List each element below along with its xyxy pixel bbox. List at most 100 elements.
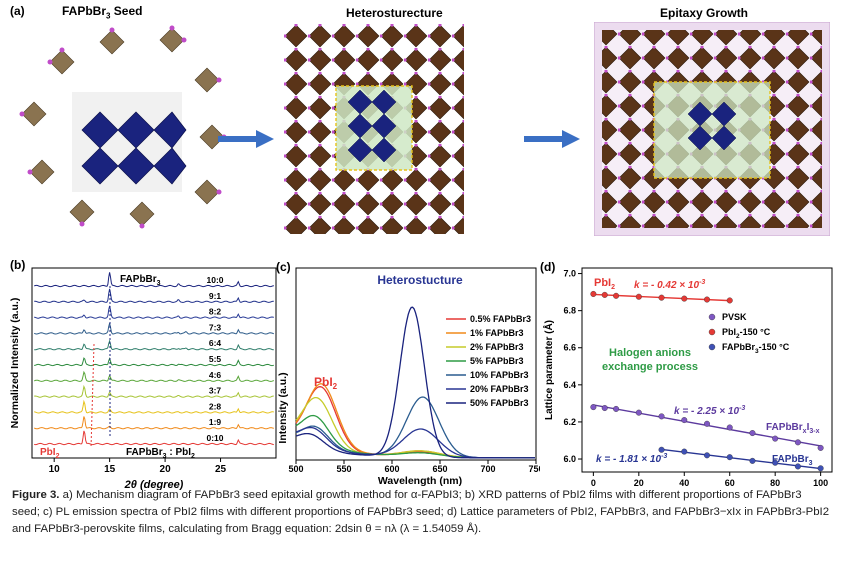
- lattice-x-tick-label: 20: [634, 478, 644, 488]
- lattice-point: [817, 465, 824, 472]
- seed-title-sub: 3: [106, 11, 111, 21]
- xrd-curve: [34, 272, 274, 288]
- xrd-ratio-label: 10:0: [206, 275, 223, 285]
- xrd-ratio-label: 7:3: [209, 322, 222, 332]
- seed-title-tail: Seed: [110, 4, 143, 18]
- lattice-point: [772, 435, 779, 442]
- pl-tick-label: 600: [384, 464, 399, 474]
- xrd-curve: [34, 357, 274, 367]
- pl-tick-label: 500: [288, 464, 303, 474]
- xrd-ratio-labels: 10:0 9:1 8:2 7:3 6:4 5:5 4:6 3:7 2:8 1:9 0:10: [206, 275, 223, 443]
- lattice-point: [681, 295, 688, 302]
- lattice-point: [613, 405, 620, 412]
- lattice-point: [681, 417, 688, 424]
- lattice-point: [613, 292, 620, 299]
- lattice-legend-label: FAPbBr3-150 °C: [722, 342, 790, 355]
- lattice-y-tick-label: 6.8: [563, 306, 576, 316]
- pl-legend-label: 1% FAPbBr3: [470, 328, 524, 338]
- lattice-fit-line: [661, 448, 821, 470]
- central-seed-cluster: [72, 92, 187, 192]
- lattice-ylabel: Lattice parameter (Å): [542, 320, 555, 420]
- panel-a-label: (a): [10, 4, 25, 18]
- arrow-right-icon: [218, 130, 274, 148]
- pl-legend-label: 2% FAPbBr3: [470, 342, 524, 352]
- lattice-pbi2-label: PbI2: [594, 277, 615, 291]
- pl-curve: [295, 306, 535, 459]
- xrd-tick-label: 20: [160, 464, 172, 475]
- pl-xlabel: Wavelength (nm): [378, 475, 462, 487]
- lattice-legend-label: PbI2-150 °C: [722, 327, 771, 340]
- lattice-x-tick-label: 80: [770, 478, 780, 488]
- lattice-point: [817, 444, 824, 451]
- xrd-chart: Normalized Intensity (a.u.) 2θ (degree) …: [9, 267, 277, 490]
- xrd-x-ticks: 10 15 20 25: [49, 458, 227, 475]
- heterostructure-illustration: [284, 24, 464, 234]
- xrd-curve: [34, 323, 275, 335]
- lattice-point: [658, 413, 665, 420]
- lattice-k2: k = - 2.25 × 10-3: [674, 405, 745, 417]
- lattice-y-tick-label: 6.2: [563, 417, 576, 427]
- xrd-ratio-label: 0:10: [206, 433, 223, 443]
- lattice-y-tick-label: 6.6: [563, 343, 576, 353]
- pl-tick-label: 550: [336, 464, 351, 474]
- pl-pbi2-label: PbI2: [314, 375, 338, 391]
- xrd-xlabel: 2θ (degree): [124, 479, 184, 490]
- lattice-point: [703, 296, 710, 303]
- figure-caption: Figure 3. a) Mechanism diagram of FAPbBr…: [12, 487, 832, 538]
- lattice-legend: PVSK PbI2-150 °C FAPbBr3-150 °C: [708, 312, 790, 355]
- lattice-point: [703, 452, 710, 459]
- lattice-x-tick-label: 0: [591, 478, 596, 488]
- seed-title: FAPbBr3 Seed: [62, 4, 142, 20]
- xrd-curve: [33, 370, 275, 382]
- lattice-br-label: FAPbBr3: [772, 454, 813, 467]
- xrd-curve: [34, 430, 274, 446]
- pl-tick-label: 750: [528, 464, 540, 474]
- xrd-curves: [33, 272, 275, 446]
- pl-legend-label: 50% FAPbBr3: [470, 398, 529, 408]
- pl-chart: Heterostucture Intensity (a.u.) Waveleng…: [277, 267, 540, 487]
- pl-legend-label: 20% FAPbBr3: [470, 384, 529, 394]
- lattice-point: [601, 291, 608, 298]
- xrd-ratio-label: 6:4: [209, 338, 222, 348]
- lattice-legend-marker: [708, 343, 716, 351]
- lattice-x-tick-label: 60: [725, 478, 735, 488]
- lattice-y-tick-label: 7.0: [563, 269, 576, 279]
- pl-curves: [295, 306, 535, 459]
- xrd-curve: [34, 288, 274, 303]
- pl-legend-label: 10% FAPbBr3: [470, 370, 529, 380]
- lattice-y-tick-label: 6.4: [563, 380, 576, 390]
- panel-b-label: (b): [10, 258, 26, 272]
- lattice-chart: Lattice parameter (Å) Ratio of FAPbBr3 (…: [542, 267, 833, 488]
- lattice-point: [635, 409, 642, 416]
- lattice-y-tick-label: 6.0: [563, 454, 576, 464]
- xrd-ylabel: Normalized Intensity (a.u.): [9, 298, 21, 429]
- lattice-point: [794, 463, 801, 470]
- pl-legend-label: 0.5% FAPbBr3: [470, 314, 531, 324]
- iodide-atoms: [19, 25, 227, 229]
- lattice-point: [772, 459, 779, 466]
- lattice-point: [794, 439, 801, 446]
- epitaxy-illustration: [594, 22, 830, 236]
- pl-ylabel: Intensity (a.u.): [277, 372, 289, 443]
- lattice-halogen-text-1: Halogen anions: [609, 347, 691, 359]
- heterostructure-title: Heterosturecture: [346, 6, 443, 20]
- xrd-curve: [34, 399, 274, 414]
- lattice-x-tick-label: 100: [813, 478, 828, 488]
- xrd-ratio-label: 5:5: [209, 354, 222, 364]
- xrd-plot-frame: [31, 267, 277, 459]
- lattice-k1: k = - 0.42 × 10-3: [634, 279, 705, 291]
- panel-d-label: (d): [540, 260, 556, 274]
- pl-x-ticks: 500 550 600 650 700 750: [288, 460, 540, 474]
- xrd-ratio-label: 4:6: [209, 370, 222, 380]
- xrd-ratio-label: 2:8: [209, 401, 222, 411]
- xrd-ratio-label: 1:9: [209, 417, 222, 427]
- lattice-k3: k = - 1.81 × 10-3: [596, 453, 667, 465]
- lattice-point: [703, 420, 710, 427]
- seed-title-main: FAPbBr: [62, 4, 107, 18]
- lattice-mixed-label: FAPbBrxI3-x: [766, 422, 820, 435]
- lattice-legend-marker: [708, 328, 716, 336]
- lattice-point: [658, 446, 665, 453]
- pl-legend-label: 5% FAPbBr3: [470, 356, 524, 366]
- xrd-top-label: FAPbBr3: [120, 274, 161, 287]
- lattice-point: [726, 424, 733, 431]
